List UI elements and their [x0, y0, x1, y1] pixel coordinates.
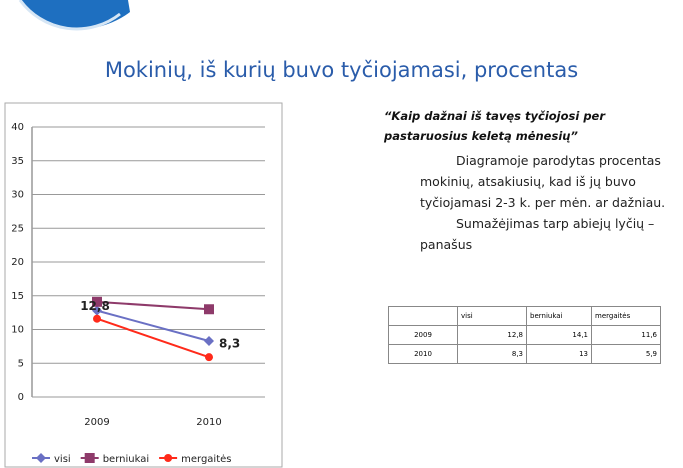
marker [164, 454, 173, 462]
y-tick-label: 25 [11, 223, 24, 234]
series-line [96, 309, 210, 342]
legend-label: mergaitės [181, 454, 231, 465]
marker [36, 453, 46, 463]
cell: berniukai [526, 306, 592, 326]
y-tick-label: 35 [11, 156, 24, 167]
cell: mergaitės [591, 306, 661, 326]
y-tick-label: 0 [18, 392, 24, 403]
question: “Kaip dažnai iš tavęs tyčiojosi per past… [384, 109, 606, 143]
y-tick-label: 20 [11, 257, 24, 268]
logo [19, 0, 130, 29]
paragraphs: Diagramoje parodytas procentas mokinių, … [420, 150, 683, 255]
chart-frame [4, 102, 283, 468]
marker [92, 305, 102, 316]
marker [205, 353, 213, 362]
y-tick-label: 30 [11, 190, 24, 201]
marker [84, 453, 95, 463]
data-label: 8,3 [219, 336, 240, 350]
paragraph: Diagramoje parodytas procentas mokinių, … [420, 153, 666, 210]
cell: 12,8 [457, 325, 527, 345]
y-tick-label: 40 [11, 122, 24, 133]
y-tick-label: 15 [11, 291, 24, 302]
cell: 8,3 [457, 344, 527, 364]
series-line [96, 317, 210, 359]
cell: 13 [526, 344, 592, 364]
title: Mokinių, iš kurių buvo tyčiojamasi, proc… [104, 58, 579, 82]
cell [388, 306, 458, 326]
table-row: 2010 8,3 13 5,9 [388, 344, 661, 364]
x-tick-label: 2009 [84, 417, 109, 428]
marker [93, 314, 101, 323]
cell: 5,9 [591, 344, 661, 364]
table-header: visi berniukai mergaitės [388, 306, 661, 326]
data-label: 12,8 [80, 299, 110, 313]
x-tick-label: 2010 [196, 417, 221, 428]
marker [92, 296, 102, 307]
cell: 14,1 [526, 325, 592, 345]
legend-label: visi [54, 454, 71, 465]
paragraph: Sumažėjimas tarp abiejų lyčių – panašus [420, 216, 655, 252]
table-row: 2009 12,8 14,1 11,6 [388, 325, 661, 345]
y-tick-label: 5 [18, 358, 24, 369]
marker [204, 335, 214, 346]
cell: 11,6 [591, 325, 661, 345]
series-line [96, 300, 210, 311]
y-tick-label: 10 [11, 325, 24, 336]
cell: 2009 [388, 325, 458, 345]
cell: visi [457, 306, 527, 326]
legend-label: berniukai [103, 454, 149, 465]
logo-ring [18, 0, 121, 31]
marker [204, 304, 214, 315]
table: visi berniukai mergaitės 2009 12,8 14,1 … [388, 306, 661, 364]
cell: 2010 [388, 344, 458, 364]
